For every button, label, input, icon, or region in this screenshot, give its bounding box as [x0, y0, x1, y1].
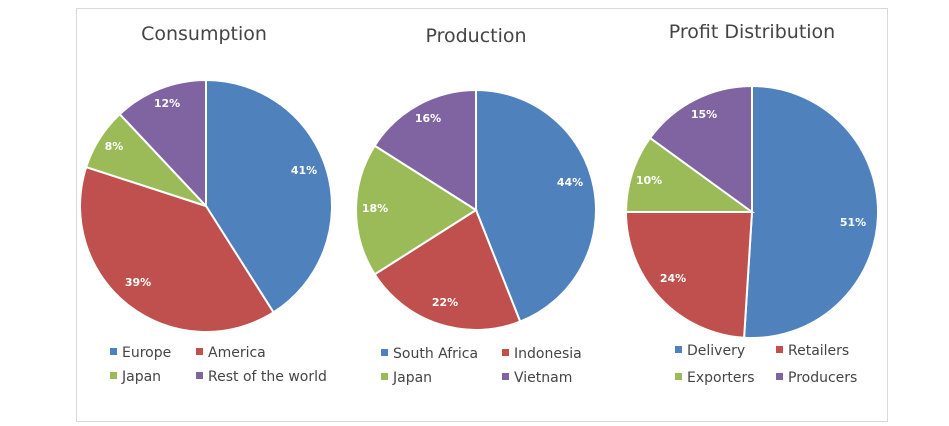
legend-item-indonesia: Indonesia [502, 346, 582, 362]
data-label-europe: 41% [291, 164, 317, 177]
legend-label: Retailers [788, 343, 849, 359]
chart-title: Profit Distribution [669, 21, 835, 43]
data-label-indonesia: 22% [432, 296, 458, 309]
legend-label: Rest of the world [208, 369, 327, 385]
data-label-vietnam: 16% [415, 112, 441, 125]
legend-swatch [196, 372, 203, 379]
legend-item-japan: Japan [381, 370, 432, 386]
legend-label: America [208, 345, 266, 361]
legend-item-vietnam: Vietnam [502, 370, 572, 386]
legend-label: Japan [121, 369, 161, 385]
data-label-delivery: 51% [840, 216, 866, 229]
legend-item-producers: Producers [776, 370, 857, 386]
legend-item-retailers: Retailers [776, 343, 849, 359]
legend-item-europe: Europe [110, 345, 171, 361]
pie-slice-delivery [743, 84, 879, 339]
pie-slice-vietnam [373, 88, 477, 212]
legend-swatch [502, 349, 509, 356]
legend-item-delivery: Delivery [675, 343, 745, 359]
legend-label: South Africa [393, 346, 478, 362]
data-label-south-africa: 44% [557, 176, 583, 189]
chart-title: Production [425, 25, 526, 47]
pie-chart-consumption: Consumption 41% 39% 8% 12% Europe America Japan… [79, 23, 333, 385]
data-label-rest-of-the-world: 12% [154, 97, 180, 110]
pie-slice-retailers [624, 211, 754, 339]
pie-chart-production: Production 44% 22% 18% 16% South Africa Indone… [355, 25, 597, 386]
pie-slice-rest-of-the-world [118, 78, 207, 209]
legend-item-exporters: Exporters [675, 370, 755, 386]
pie-slice-south-africa [475, 88, 597, 323]
data-label-japan: 18% [362, 202, 388, 215]
legend-swatch [776, 373, 783, 380]
legend-label: Europe [122, 345, 171, 361]
legend-label: Vietnam [514, 370, 572, 386]
legend-swatch [110, 372, 117, 379]
pie-slice-japan [355, 144, 478, 276]
legend-item-america: America [196, 345, 266, 361]
data-label-producers: 15% [691, 108, 717, 121]
pie-slice-america [79, 165, 275, 333]
pie-slice-producers [648, 84, 753, 214]
data-label-retailers: 24% [660, 272, 686, 285]
legend-swatch [675, 346, 682, 353]
legend-swatch [381, 373, 388, 380]
chart-title: Consumption [141, 23, 267, 45]
data-label-exporters: 10% [636, 174, 662, 187]
pie-slice-exporters [624, 136, 756, 213]
legend-swatch [776, 346, 783, 353]
legend-swatch [196, 348, 203, 355]
legend-label: Exporters [687, 370, 755, 386]
pie-chart-profit-distribution: Profit Distribution 51% 24% 10% 15% Delivery R… [624, 21, 879, 386]
legend-label: Japan [392, 370, 432, 386]
legend-item-south-africa: South Africa [381, 346, 478, 362]
legend-swatch [675, 373, 682, 380]
legend-swatch [381, 349, 388, 356]
data-label-japan: 8% [105, 140, 124, 153]
legend-swatch [110, 348, 117, 355]
data-label-america: 39% [125, 276, 151, 289]
pie-slice-indonesia [373, 208, 522, 331]
legend-swatch [502, 373, 509, 380]
legend-label: Delivery [687, 343, 745, 359]
legend-label: Indonesia [514, 346, 582, 362]
legend-label: Producers [788, 370, 857, 386]
legend-item-japan: Japan [110, 369, 161, 385]
legend-item-rest-of-the-world: Rest of the world [196, 369, 327, 385]
